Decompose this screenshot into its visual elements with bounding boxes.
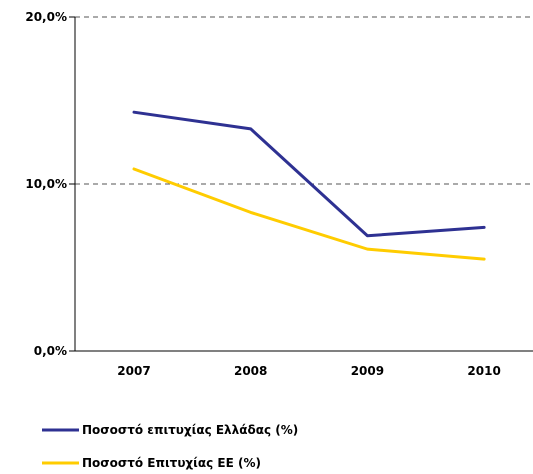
x-tick-label: 2010 xyxy=(467,364,500,378)
series-lines xyxy=(134,112,484,259)
gridlines xyxy=(75,17,533,184)
x-tick-label: 2008 xyxy=(234,364,267,378)
y-axis-tick-labels: 0,0% 10,0% 20,0% xyxy=(25,10,67,358)
y-tick-label: 10,0% xyxy=(25,177,67,191)
series-line-0 xyxy=(134,112,484,236)
legend-label: Ποσοστό επιτυχίας Ελλάδας (%) xyxy=(82,423,298,437)
y-tick-label: 20,0% xyxy=(25,10,67,24)
y-tick-label: 0,0% xyxy=(34,344,67,358)
x-tick-label: 2007 xyxy=(117,364,150,378)
legend-label: Ποσοστό Επιτυχίας ΕΕ (%) xyxy=(82,456,261,470)
x-tick-label: 2009 xyxy=(351,364,384,378)
x-axis-tick-labels: 2007 2008 2009 2010 xyxy=(117,364,501,378)
legend: Ποσοστό επιτυχίας Ελλάδας (%) Ποσοστό Επι… xyxy=(42,423,298,470)
